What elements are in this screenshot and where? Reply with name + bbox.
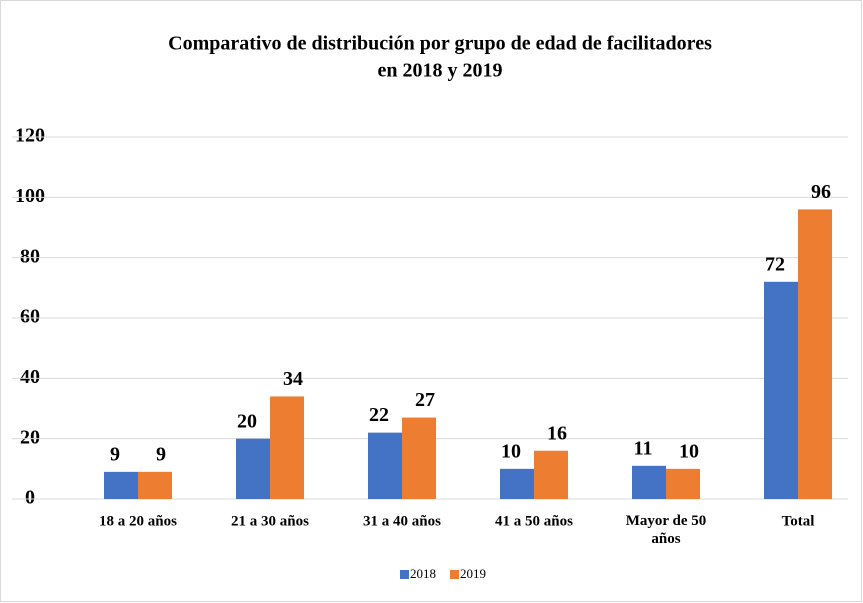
value-label: 72 [765, 253, 785, 275]
value-label: 9 [110, 443, 120, 465]
x-tick-label: Mayor de 50 años [626, 513, 707, 547]
value-label: 16 [547, 422, 567, 444]
chart-title: Comparativo de distribución por grupo de… [168, 33, 712, 55]
bar [500, 468, 534, 499]
x-tick-label: 21 a 30 años [231, 513, 309, 529]
bar [666, 468, 700, 499]
y-tick-label: 80 [20, 245, 40, 267]
bar [402, 417, 436, 499]
bar [138, 471, 172, 499]
legend-label: 2019 [460, 566, 486, 581]
y-tick-label: 100 [15, 185, 45, 207]
bar [270, 396, 304, 499]
value-label: 11 [634, 437, 653, 459]
bar [764, 281, 798, 499]
value-label: 27 [415, 389, 435, 411]
bar [368, 432, 402, 499]
bar [632, 465, 666, 499]
y-tick-label: 120 [15, 125, 45, 147]
bar [236, 438, 270, 499]
value-label: 96 [811, 181, 831, 203]
value-label: 10 [679, 440, 699, 462]
y-tick-label: 60 [20, 306, 40, 328]
legend-swatch [450, 570, 459, 579]
value-label: 34 [283, 368, 303, 390]
x-tick-label: 41 a 50 años [495, 513, 573, 529]
chart-title: en 2018 y 2019 [378, 60, 503, 82]
value-label: 9 [156, 443, 166, 465]
y-tick-label: 40 [20, 366, 40, 388]
value-label: 22 [369, 404, 389, 426]
bar [534, 450, 568, 499]
value-label: 20 [237, 410, 257, 432]
y-tick-label: 0 [25, 487, 35, 509]
legend-swatch [400, 570, 409, 579]
legend-label: 2018 [410, 566, 436, 581]
x-tick-label: 31 a 40 años [363, 513, 441, 529]
x-tick-label: 18 a 20 años [99, 513, 177, 529]
value-label: 10 [501, 440, 521, 462]
x-tick-label: Total [782, 513, 815, 529]
bar [104, 471, 138, 499]
bar [798, 209, 832, 499]
y-tick-label: 20 [20, 426, 40, 448]
